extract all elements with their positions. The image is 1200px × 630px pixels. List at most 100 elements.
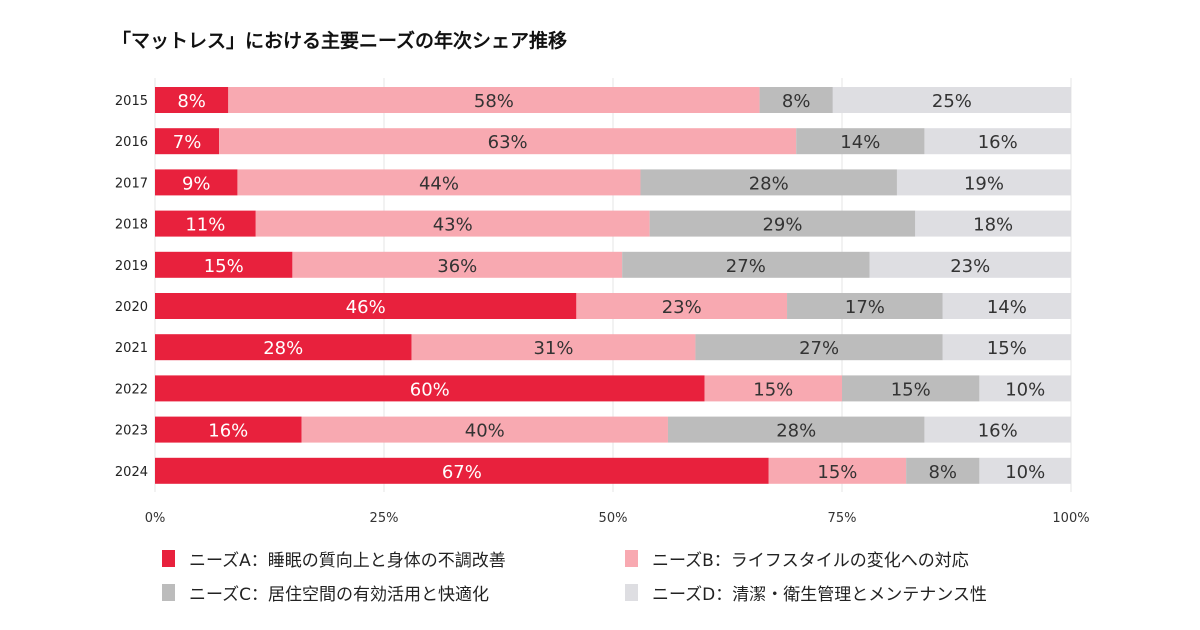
x-tick-label: 100% <box>1052 511 1089 526</box>
y-tick-label: 2022 <box>115 382 148 397</box>
data-label: 14% <box>840 132 880 153</box>
data-label: 36% <box>437 256 477 277</box>
bar-segment <box>924 128 1071 155</box>
bar-segment <box>228 87 760 113</box>
legend-item: ニーズD：清潔・衛生管理とメンテナンス性 <box>625 580 987 605</box>
y-tick-label: 2023 <box>115 424 148 439</box>
data-label: 40% <box>465 421 505 442</box>
bar-segment <box>667 416 925 443</box>
legend-swatch <box>162 550 175 567</box>
bar-segment <box>869 251 1071 278</box>
bar-segment <box>979 457 1071 484</box>
legend-label: ニーズC：居住空間の有効活用と快適化 <box>189 585 490 605</box>
y-tick-label: 2015 <box>115 94 148 109</box>
y-tick-label: 2018 <box>115 218 148 233</box>
legend-label: ニーズA：睡眠の質向上と身体の不調改善 <box>189 551 506 571</box>
bar-segment <box>915 210 1071 237</box>
data-label: 60% <box>410 379 450 400</box>
data-label: 23% <box>662 297 702 318</box>
data-label: 8% <box>177 91 206 112</box>
data-label: 31% <box>533 338 573 359</box>
bar-segment <box>292 251 623 278</box>
data-label: 25% <box>932 91 972 112</box>
data-label: 16% <box>978 132 1018 153</box>
bar-segment <box>924 416 1071 443</box>
bar-segment <box>155 375 705 402</box>
data-label: 44% <box>419 173 459 194</box>
data-label: 29% <box>762 215 802 236</box>
bar-segment <box>942 293 1071 319</box>
data-label: 18% <box>973 215 1013 236</box>
bar-segment <box>768 457 907 484</box>
legend-swatch <box>625 550 638 567</box>
data-label: 11% <box>185 215 225 236</box>
bar-segment <box>695 334 943 361</box>
bar-segment <box>255 210 650 237</box>
bar-segment <box>155 87 229 113</box>
data-label: 27% <box>799 338 839 359</box>
y-tick-label: 2024 <box>115 465 148 480</box>
y-tick-label: 2019 <box>115 259 148 274</box>
legend-item: ニーズA：睡眠の質向上と身体の不調改善 <box>162 546 506 571</box>
bar-segment <box>842 375 980 402</box>
x-tick-label: 0% <box>145 511 166 526</box>
bar-segment <box>759 87 833 113</box>
legend-label: ニーズB：ライフスタイルの変化への対応 <box>652 551 969 571</box>
data-label: 63% <box>488 132 528 153</box>
legend-item: ニーズB：ライフスタイルの変化への対応 <box>625 546 969 571</box>
bar-segment <box>155 128 220 155</box>
bar-segment <box>640 169 897 196</box>
bar-segment <box>237 169 641 196</box>
data-label: 9% <box>182 173 211 194</box>
bar-segment <box>155 293 577 319</box>
bar-segment <box>155 334 412 361</box>
bar-segment <box>704 375 842 402</box>
data-label: 14% <box>987 297 1027 318</box>
bar-segment <box>155 457 769 484</box>
data-label: 58% <box>474 91 514 112</box>
data-label: 27% <box>726 256 766 277</box>
bar-segment <box>155 416 302 443</box>
data-label: 67% <box>442 462 482 483</box>
legend-swatch <box>162 584 175 601</box>
data-label: 16% <box>208 421 248 442</box>
data-label: 43% <box>433 215 473 236</box>
bar-segment <box>649 210 916 237</box>
data-label: 8% <box>782 91 811 112</box>
y-tick-label: 2021 <box>115 341 148 356</box>
bar-segment <box>155 210 256 237</box>
bar-segment <box>155 169 238 196</box>
bar-segment <box>796 128 925 155</box>
y-tick-label: 2017 <box>115 176 148 191</box>
bar-segment <box>622 251 870 278</box>
bar-segment <box>906 457 980 484</box>
y-tick-label: 2016 <box>115 135 148 150</box>
data-label: 15% <box>891 379 931 400</box>
data-label: 10% <box>1005 379 1045 400</box>
bar-segment <box>942 334 1071 361</box>
data-label: 17% <box>845 297 885 318</box>
legend-label: ニーズD：清潔・衛生管理とメンテナンス性 <box>652 585 987 605</box>
bar-segment <box>832 87 1071 113</box>
legend-item: ニーズC：居住空間の有効活用と快適化 <box>162 580 489 605</box>
data-label: 28% <box>749 173 789 194</box>
bar-segment <box>896 169 1071 196</box>
data-label: 28% <box>263 338 303 359</box>
data-label: 15% <box>753 379 793 400</box>
data-label: 7% <box>173 132 202 153</box>
data-label: 23% <box>950 256 990 277</box>
data-label: 16% <box>978 421 1018 442</box>
data-label: 46% <box>346 297 386 318</box>
bar-segment <box>301 416 668 443</box>
bar-segment <box>787 293 943 319</box>
x-tick-label: 25% <box>370 511 399 526</box>
data-label: 10% <box>1005 462 1045 483</box>
chart-title: 「マットレス」における主要ニーズの年次シェア推移 <box>112 30 568 52</box>
data-label: 8% <box>928 462 957 483</box>
bar-segment <box>155 251 293 278</box>
bar-segment <box>979 375 1071 402</box>
bar-segment <box>411 334 696 361</box>
bar-segment <box>576 293 788 319</box>
y-tick-label: 2020 <box>115 300 148 315</box>
